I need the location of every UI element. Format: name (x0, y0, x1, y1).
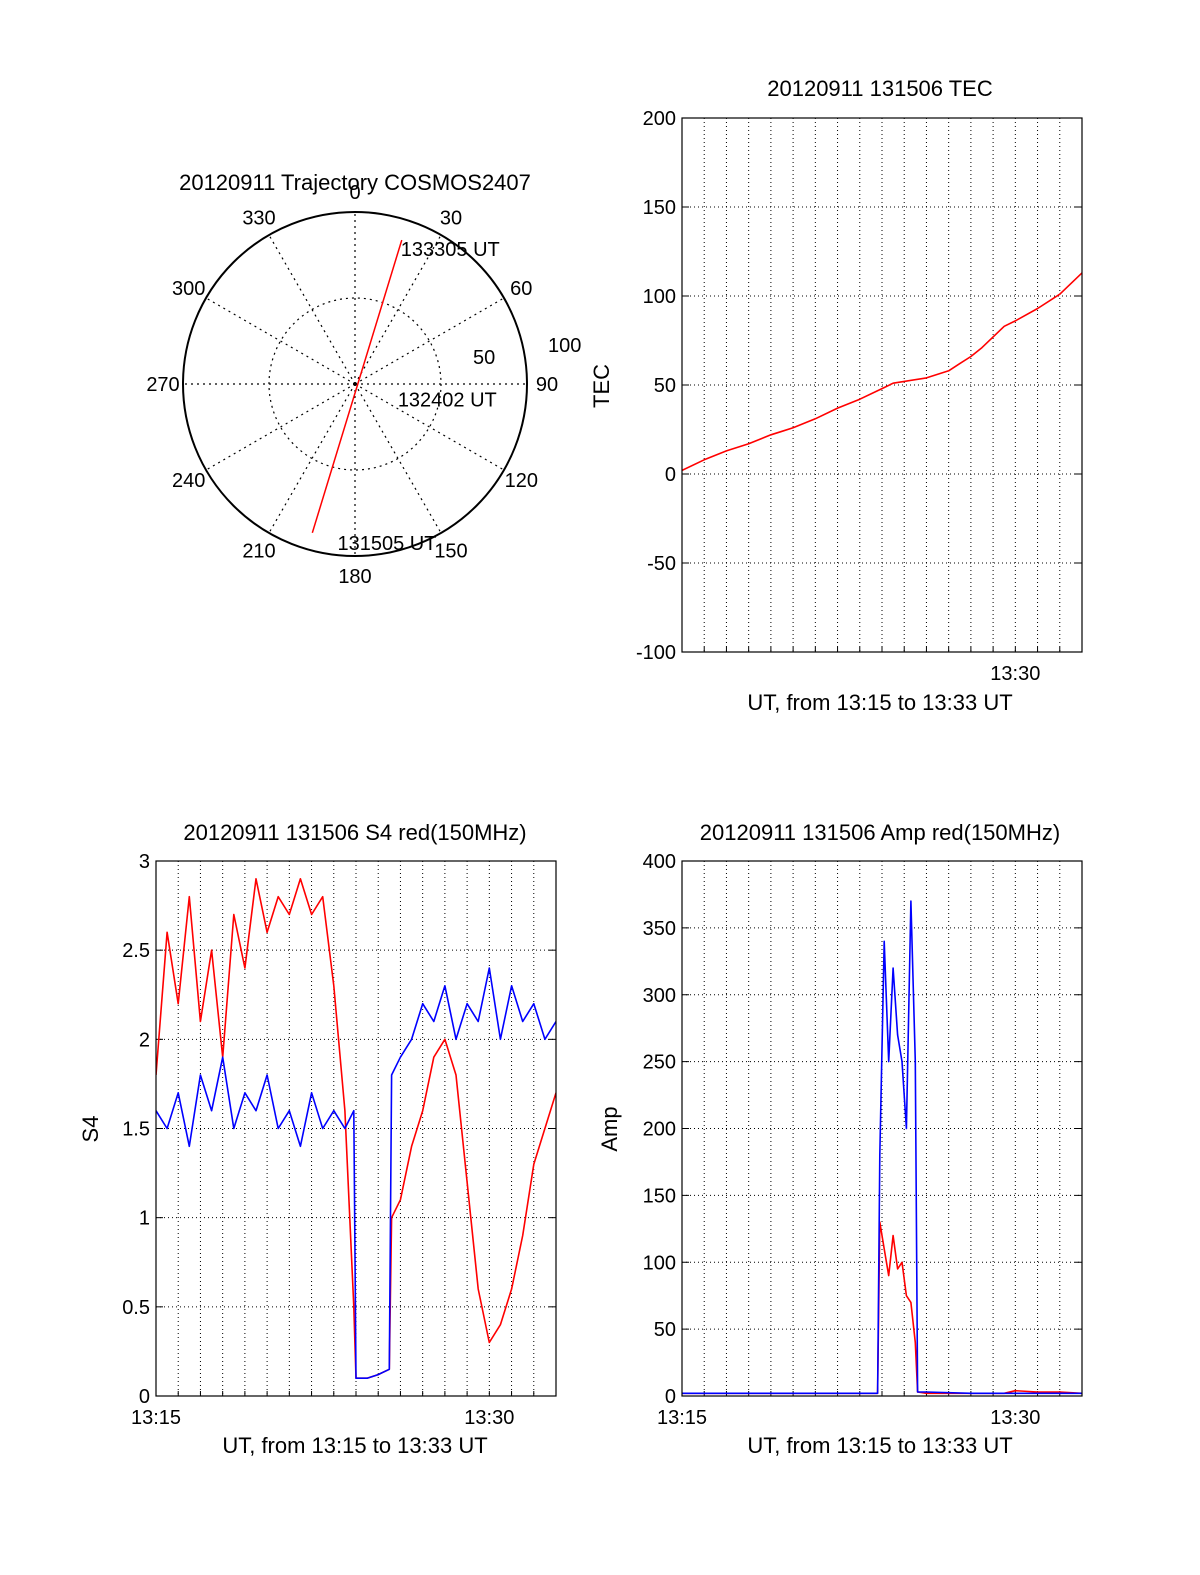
y-tick-label: 150 (643, 1185, 676, 1207)
trajectory-panel: 20120911 Trajectory COSMOS2407 0 30 60 90 12… (146, 170, 581, 588)
polar-spoke (354, 234, 442, 385)
polar-angle-label: 120 (505, 470, 538, 492)
trajectory-title: 20120911 Trajectory COSMOS2407 (179, 170, 531, 195)
y-tick-label: 1.5 (122, 1119, 150, 1141)
y-tick-label: -50 (647, 553, 676, 575)
radius-label-50: 50 (473, 347, 495, 369)
y-tick-label: 1 (139, 1208, 150, 1230)
x-tick-label: 13:30 (464, 1407, 514, 1429)
polar-angle-label: 330 (242, 208, 275, 230)
polar-angle-label: 240 (172, 470, 205, 492)
tec-plot-area: -100 -50 0 50 100 150 200 13:30 (636, 108, 1083, 685)
amp-title: 20120911 131506 Amp red(150MHz) (700, 820, 1060, 845)
tec-ylabel: TEC (589, 364, 614, 408)
amp-plot-area: 0 50 100 150 200 250 300 350 400 13:15 13:30 (643, 851, 1083, 1429)
amp-xlabel: UT, from 13:15 to 13:33 UT (747, 1433, 1012, 1458)
amp-panel: 20120911 131506 Amp red(150MHz) UT, from… (597, 820, 1083, 1458)
y-tick-label: 0.5 (122, 1297, 150, 1319)
y-tick-label: 0 (665, 1386, 676, 1408)
polar-angle-label: 90 (536, 374, 558, 396)
polar-angle-label: 210 (242, 540, 275, 562)
trajectory-annotations: 133305 UT 132402 UT 131505 UT (337, 239, 499, 555)
x-tick-label: 13:30 (990, 1407, 1040, 1429)
polar-spoke (354, 383, 442, 534)
x-tick-label: 13:30 (990, 663, 1040, 685)
series-group (682, 272, 1082, 472)
polar-spoke (205, 297, 356, 385)
s4-title: 20120911 131506 S4 red(150MHz) (183, 820, 526, 845)
series-line-1 (682, 1221, 1082, 1395)
x-tick-label: 13:15 (657, 1407, 707, 1429)
series-line-2 (682, 900, 1082, 1395)
y-tick-label: 0 (665, 464, 676, 486)
amp-ylabel: Amp (597, 1106, 622, 1151)
s4-xlabel: UT, from 13:15 to 13:33 UT (222, 1433, 487, 1458)
polar-spoke (354, 383, 505, 471)
polar-angle-labels: 0 30 60 90 120 150 180 210 240 270 300 330 (146, 182, 558, 588)
s4-plot-area: 0 0.5 1 1.5 2 2.5 3 13:15 13:30 (122, 851, 557, 1429)
polar-spoke (268, 234, 356, 385)
y-tick-label: 200 (643, 1119, 676, 1141)
y-tick-label: 150 (643, 197, 676, 219)
polar-angle-label: 0 (349, 182, 360, 204)
polar-angle-label: 270 (146, 374, 179, 396)
polar-grid (182, 211, 528, 557)
y-tick-label: 350 (643, 918, 676, 940)
plot-frame (155, 860, 557, 1397)
y-tick-label: 50 (654, 1319, 676, 1341)
radius-label-100: 100 (548, 335, 581, 357)
polar-angle-label: 300 (172, 278, 205, 300)
trajectory-track (311, 239, 403, 534)
trajectory-time-label: 131505 UT (337, 533, 436, 555)
plot-frame (681, 117, 1083, 653)
series-group (156, 877, 556, 1379)
s4-panel: 20120911 131506 S4 red(150MHz) UT, from … (78, 820, 557, 1458)
series-group (682, 900, 1082, 1395)
polar-angle-label: 30 (440, 208, 462, 230)
y-tick-label: 100 (643, 1252, 676, 1274)
y-tick-label: 300 (643, 985, 676, 1007)
plot-frame (681, 860, 1083, 1397)
y-tick-label: 2.5 (122, 940, 150, 962)
x-tick-label: 13:15 (131, 1407, 181, 1429)
y-tick-label: 400 (643, 851, 676, 873)
polar-spoke (354, 297, 505, 385)
trajectory-time-label: 132402 UT (398, 390, 497, 412)
y-tick-label: 3 (139, 851, 150, 873)
s4-ylabel: S4 (78, 1116, 103, 1143)
y-tick-label: 50 (654, 375, 676, 397)
y-tick-label: 0 (139, 1386, 150, 1408)
polar-angle-label: 150 (434, 540, 467, 562)
polar-outer-circle (182, 211, 528, 557)
polar-spoke (205, 383, 356, 471)
tec-panel: 20120911 131506 TEC UT, from 13:15 to 13… (589, 76, 1083, 715)
y-tick-label: 100 (643, 286, 676, 308)
y-tick-label: 200 (643, 108, 676, 130)
tec-xlabel: UT, from 13:15 to 13:33 UT (747, 690, 1012, 715)
polar-spoke (268, 383, 356, 534)
y-tick-label: 2 (139, 1029, 150, 1051)
y-tick-label: -100 (636, 642, 676, 664)
polar-angle-label: 180 (338, 566, 371, 588)
series-line-2 (156, 967, 556, 1379)
tec-title: 20120911 131506 TEC (767, 76, 993, 101)
polar-angle-label: 60 (510, 278, 532, 300)
series-line-1 (682, 272, 1082, 472)
y-tick-label: 250 (643, 1052, 676, 1074)
trajectory-time-label: 133305 UT (401, 239, 500, 261)
